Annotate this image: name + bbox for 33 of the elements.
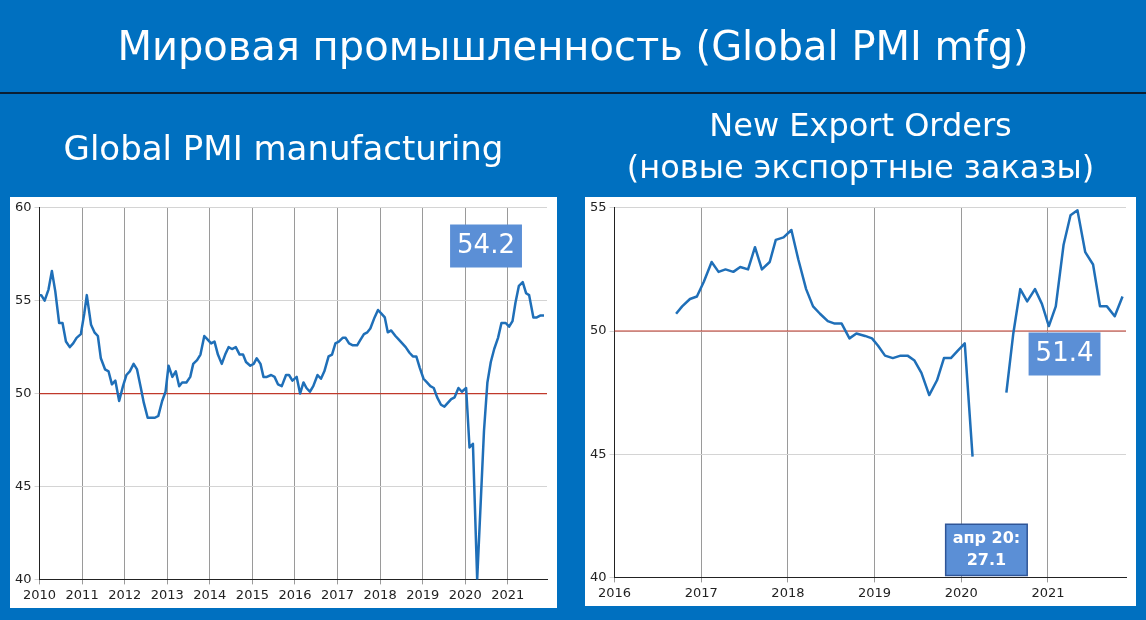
x-tick-label: 2011 — [65, 586, 99, 602]
x-tick-label: 2010 — [23, 586, 57, 602]
x-tick-label: 2019 — [406, 586, 440, 602]
x-tick-label: 2020 — [944, 584, 978, 600]
y-tick-label: 50 — [15, 384, 32, 400]
x-tick-label: 2017 — [321, 586, 355, 602]
x-tick-label: 2019 — [858, 584, 892, 600]
x-tick-label: 2016 — [598, 584, 632, 600]
chart-title: New Export Orders (новые экспортные заказы) — [625, 104, 1096, 188]
x-tick-label: 2018 — [363, 586, 397, 602]
annotation: 54.2 — [457, 228, 515, 259]
x-tick-label: 2020 — [448, 586, 482, 602]
x-tick-label: 2016 — [278, 586, 312, 602]
x-tick-label: 2014 — [193, 586, 227, 602]
y-tick-label: 55 — [15, 292, 32, 308]
x-tick-label: 2012 — [108, 586, 142, 602]
y-tick-label: 40 — [15, 570, 32, 586]
y-tick-label: 45 — [590, 445, 607, 461]
y-tick-label: 40 — [590, 568, 607, 584]
x-tick-label: 2015 — [235, 586, 269, 602]
text: Мировая промышленность (Global PMI mfg) — [0, 0, 1146, 94]
x-tick-label: 2018 — [771, 584, 805, 600]
y-tick-label: 50 — [590, 322, 607, 338]
x-tick-label: 2017 — [684, 584, 718, 600]
chart-title: Global PMI manufacturing — [62, 127, 505, 171]
annotation: апр 20: 27.1 — [952, 528, 1021, 569]
x-tick-label: 2021 — [1031, 584, 1065, 600]
x-tick-label: 2013 — [150, 586, 184, 602]
y-tick-label: 45 — [15, 477, 32, 493]
annotation: 51.4 — [1035, 336, 1094, 367]
x-tick-label: 2021 — [491, 586, 525, 602]
y-tick-label: 60 — [15, 199, 32, 215]
y-tick-label: 55 — [590, 199, 607, 215]
